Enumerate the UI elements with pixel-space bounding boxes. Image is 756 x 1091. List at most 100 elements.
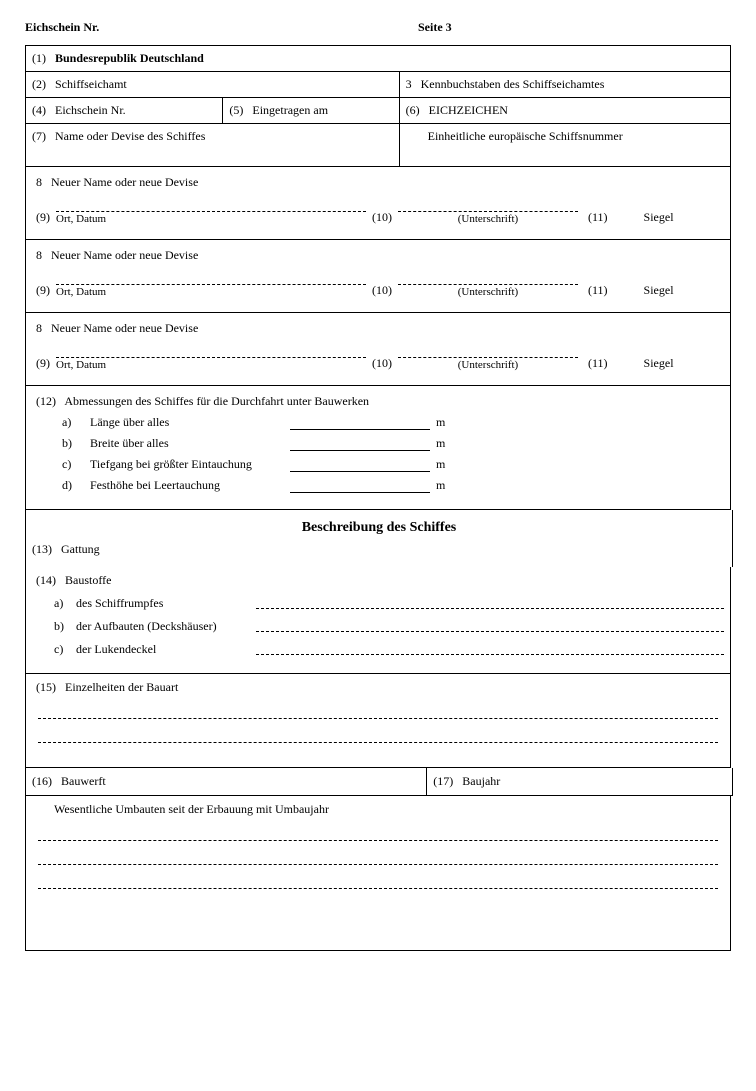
sig1-t10: (Unterschrift) xyxy=(398,213,578,225)
row4-c1: (7) Name oder Devise des Schiffes xyxy=(26,124,400,167)
meas-c-unit: m xyxy=(436,457,445,472)
meas-b-l: b) xyxy=(62,436,90,451)
sig1-t9: Ort, Datum xyxy=(56,213,366,225)
row4-c2: Einheitliche europäische Schiffsnummer xyxy=(399,124,730,167)
meas-block: (12) Abmessungen des Schiffes für die Du… xyxy=(25,386,731,510)
row2-c1-text: Schiffseichamt xyxy=(55,77,127,91)
meas-a-l: a) xyxy=(62,415,90,430)
werft-l-num: (16) xyxy=(32,774,52,788)
row3-c1: (4) Eichschein Nr. xyxy=(26,98,223,124)
werft-l: (16) Bauwerft xyxy=(26,768,427,795)
row1-text: Bundesrepublik Deutschland xyxy=(55,51,204,65)
sig3-t8: Neuer Name oder neue Devise xyxy=(51,321,198,335)
row2-c2-text: Kennbuchstaben des Schiffseichamtes xyxy=(421,77,605,91)
sig3-t11: Siegel xyxy=(644,356,674,371)
row3-c3-num: (6) xyxy=(406,103,420,117)
sig1-line1 xyxy=(56,210,366,212)
row3-c1-text: Eichschein Nr. xyxy=(55,103,126,117)
sig2-line2 xyxy=(398,283,578,285)
baustoffe-block: (14) Baustoffe a) des Schiffrumpfes b) d… xyxy=(25,567,731,674)
sig3-line2 xyxy=(398,356,578,358)
meas-b-t: Breite über alles xyxy=(90,436,290,451)
header-right: Seite 3 xyxy=(338,20,731,35)
umbauten-line1 xyxy=(38,839,718,841)
werft-block: (16) Bauwerft (17) Baujahr xyxy=(25,768,733,796)
einzel-line1 xyxy=(38,717,718,719)
baustoffe-title: Baustoffe xyxy=(65,573,111,587)
sig1-n11: (11) xyxy=(588,210,608,225)
sig-block-3: 8 Neuer Name oder neue Devise (9) Ort, D… xyxy=(25,313,731,386)
sig3-t10: (Unterschrift) xyxy=(398,359,578,371)
meas-d-t: Festhöhe bei Leertauchung xyxy=(90,478,290,493)
werft-r: (17) Baujahr xyxy=(427,768,732,795)
sig1-n10: (10) xyxy=(372,210,392,225)
meas-a-t: Länge über alles xyxy=(90,415,290,430)
baust-b-t: der Aufbauten (Deckshäuser) xyxy=(76,619,256,634)
row3-c2-text: Eingetragen am xyxy=(252,103,328,117)
werft-r-text: Baujahr xyxy=(462,774,500,788)
header-left: Eichschein Nr. xyxy=(25,20,338,35)
row3-c2: (5) Eingetragen am xyxy=(223,98,399,124)
row2-c1-num: (2) xyxy=(32,77,46,91)
sig2-t8: Neuer Name oder neue Devise xyxy=(51,248,198,262)
sig1-t11: Siegel xyxy=(644,210,674,225)
umbauten-text: Wesentliche Umbauten seit der Erbauung m… xyxy=(54,802,724,817)
row3-c3-text: EICHZEICHEN xyxy=(429,103,508,117)
sig2-t9: Ort, Datum xyxy=(56,286,366,298)
row3-c1-num: (4) xyxy=(32,103,46,117)
sig3-t9: Ort, Datum xyxy=(56,359,366,371)
sig3-n11: (11) xyxy=(588,356,608,371)
row2-c2: 3 Kennbuchstaben des Schiffseichamtes xyxy=(399,72,730,98)
sig2-n10: (10) xyxy=(372,283,392,298)
meas-b-line xyxy=(290,438,430,451)
desc-head: Beschreibung des Schiffes xyxy=(26,510,732,542)
baust-c-t: der Lukendeckel xyxy=(76,642,256,657)
umbauten-line2 xyxy=(38,863,718,865)
baust-c-line xyxy=(256,653,724,655)
row4-c1-text: Name oder Devise des Schiffes xyxy=(55,129,205,143)
baust-b-l: b) xyxy=(54,619,76,634)
row4-c2-text: Einheitliche europäische Schiffsnummer xyxy=(428,129,623,143)
meas-c-l: c) xyxy=(62,457,90,472)
sig2-n11: (11) xyxy=(588,283,608,298)
baust-c-l: c) xyxy=(54,642,76,657)
sig-block-1: 8 Neuer Name oder neue Devise (9) Ort, D… xyxy=(25,167,731,240)
row1-num: (1) xyxy=(32,51,46,65)
einzel-text: Einzelheiten der Bauart xyxy=(65,680,178,694)
sig3-n9: (9) xyxy=(36,356,50,371)
werft-r-num: (17) xyxy=(433,774,453,788)
meas-c-t: Tiefgang bei größter Eintauchung xyxy=(90,457,290,472)
sig2-n8: 8 xyxy=(36,248,42,262)
meas-d-unit: m xyxy=(436,478,445,493)
sig1-line2 xyxy=(398,210,578,212)
meas-a-unit: m xyxy=(436,415,445,430)
werft-l-text: Bauwerft xyxy=(61,774,106,788)
baust-b-line xyxy=(256,630,724,632)
row2-c2-num: 3 xyxy=(406,77,412,91)
gattung-num: (13) xyxy=(32,542,52,556)
sig1-n9: (9) xyxy=(36,210,50,225)
baust-a-t: des Schiffrumpfes xyxy=(76,596,256,611)
sig2-line1 xyxy=(56,283,366,285)
sig-block-2: 8 Neuer Name oder neue Devise (9) Ort, D… xyxy=(25,240,731,313)
sig2-t10: (Unterschrift) xyxy=(398,286,578,298)
umbauten-block: Wesentliche Umbauten seit der Erbauung m… xyxy=(25,796,731,951)
meas-title: Abmessungen des Schiffes für die Durchfa… xyxy=(64,394,369,408)
einzel-block: (15) Einzelheiten der Bauart xyxy=(25,674,731,768)
meas-c-line xyxy=(290,459,430,472)
row1-cell: (1) Bundesrepublik Deutschland xyxy=(26,46,731,72)
baustoffe-num: (14) xyxy=(36,573,56,587)
sig1-n8: 8 xyxy=(36,175,42,189)
sig3-n10: (10) xyxy=(372,356,392,371)
row4-c1-num: (7) xyxy=(32,129,46,143)
page-header: Eichschein Nr. Seite 3 xyxy=(25,20,731,35)
sig2-n9: (9) xyxy=(36,283,50,298)
gattung-text: Gattung xyxy=(61,542,100,556)
meas-d-l: d) xyxy=(62,478,90,493)
sig3-line1 xyxy=(56,356,366,358)
baust-a-line xyxy=(256,607,724,609)
meas-num: (12) xyxy=(36,394,56,408)
baust-a-l: a) xyxy=(54,596,76,611)
sig2-t11: Siegel xyxy=(644,283,674,298)
sig1-t8: Neuer Name oder neue Devise xyxy=(51,175,198,189)
